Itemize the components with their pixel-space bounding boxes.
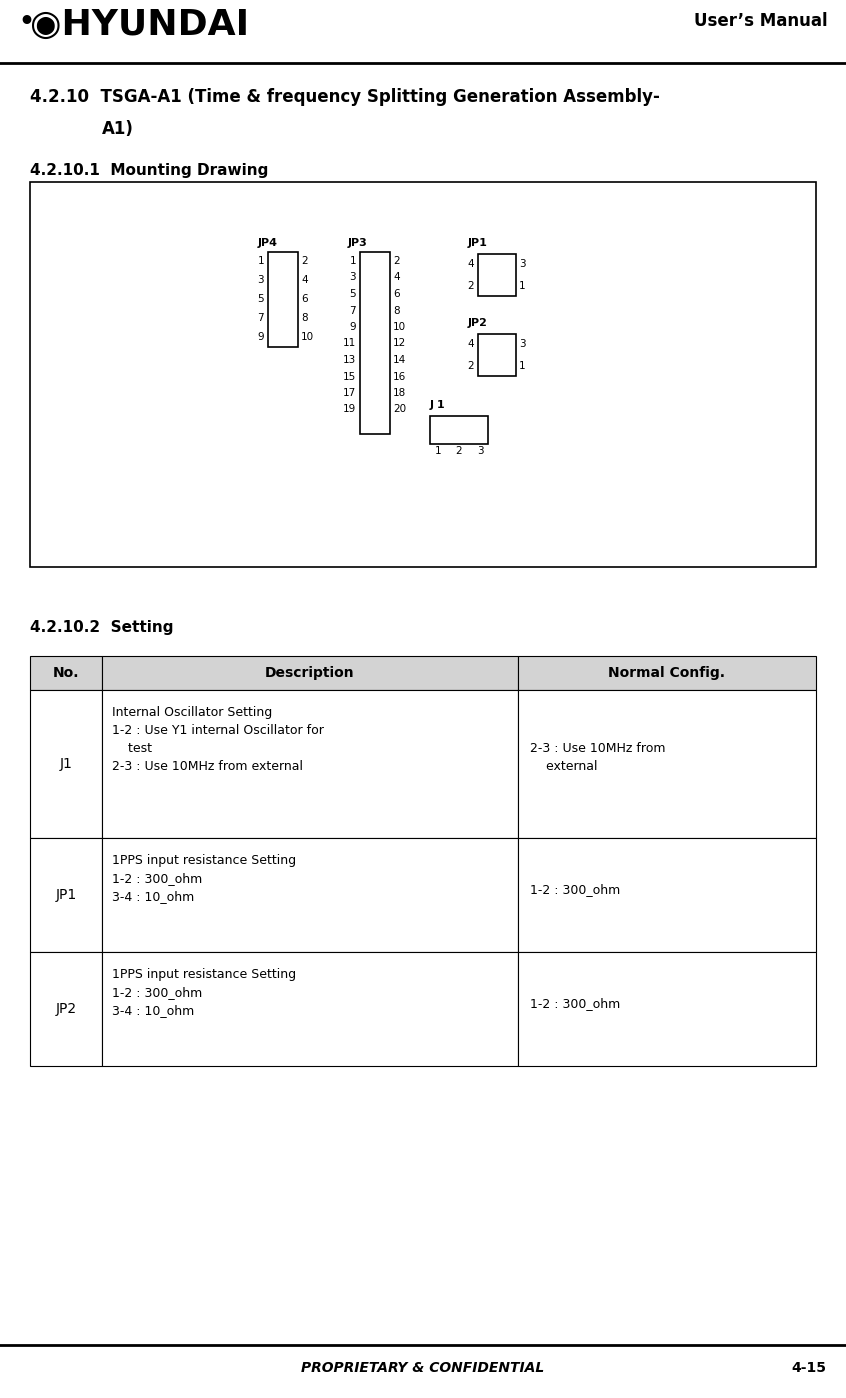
Text: 6: 6 (393, 289, 399, 299)
Text: 2: 2 (393, 256, 399, 266)
Text: JP2: JP2 (468, 317, 488, 329)
Bar (360, 252, 390, 433)
Text: 5: 5 (257, 294, 264, 303)
Text: 4.2.10  TSGA-A1 (Time & frequency Splitting Generation Assembly-: 4.2.10 TSGA-A1 (Time & frequency Splitti… (30, 88, 660, 106)
Text: 2: 2 (467, 281, 474, 291)
Text: 8: 8 (301, 313, 308, 323)
Bar (102, 656, 518, 691)
Bar (518, 952, 816, 1067)
Text: 10: 10 (393, 322, 406, 331)
Text: 4-15: 4-15 (791, 1362, 826, 1376)
Text: Normal Config.: Normal Config. (608, 665, 726, 679)
Text: 2: 2 (301, 256, 308, 266)
Text: 8: 8 (393, 306, 399, 316)
Text: test: test (112, 742, 152, 755)
Text: 13: 13 (343, 355, 356, 365)
Text: 3: 3 (519, 338, 525, 350)
Text: 3: 3 (257, 275, 264, 285)
Text: 4: 4 (301, 275, 308, 285)
Text: 3: 3 (519, 259, 525, 268)
Text: 7: 7 (257, 313, 264, 323)
Text: 1-2 : Use Y1 internal Oscillator for: 1-2 : Use Y1 internal Oscillator for (112, 724, 324, 737)
Bar (30, 656, 102, 691)
Bar (30, 182, 816, 568)
Text: 7: 7 (349, 306, 356, 316)
Text: 5: 5 (349, 289, 356, 299)
Text: JP1: JP1 (468, 238, 488, 247)
Text: A1): A1) (102, 120, 134, 138)
Text: 3-4 : 10_ohm: 3-4 : 10_ohm (112, 891, 195, 903)
Text: 17: 17 (343, 389, 356, 398)
Text: 4.2.10.2  Setting: 4.2.10.2 Setting (30, 619, 173, 635)
Text: 9: 9 (257, 331, 264, 343)
Text: 1: 1 (257, 256, 264, 266)
Bar (102, 691, 518, 837)
Text: 20: 20 (393, 404, 406, 414)
Bar (430, 417, 488, 445)
Text: 2: 2 (456, 446, 462, 456)
Text: 1-2 : 300_ohm: 1-2 : 300_ohm (112, 872, 202, 885)
Text: 16: 16 (393, 372, 406, 382)
Text: •: • (18, 10, 34, 34)
Text: 10: 10 (301, 331, 314, 343)
Bar (518, 691, 816, 837)
Text: 12: 12 (393, 338, 406, 348)
Text: 18: 18 (393, 389, 406, 398)
Text: 1: 1 (435, 446, 442, 456)
Text: JP2: JP2 (56, 1002, 76, 1016)
Text: 2: 2 (467, 361, 474, 370)
Text: 1PPS input resistance Setting: 1PPS input resistance Setting (112, 967, 296, 981)
Text: 1: 1 (519, 281, 525, 291)
Text: JP3: JP3 (348, 238, 368, 247)
Text: 1PPS input resistance Setting: 1PPS input resistance Setting (112, 854, 296, 867)
Text: J 1: J 1 (430, 400, 446, 410)
Text: 9: 9 (349, 322, 356, 331)
Text: 3: 3 (476, 446, 483, 456)
Bar (30, 691, 102, 837)
Text: 4: 4 (467, 338, 474, 350)
Bar (478, 254, 516, 296)
Bar (478, 334, 516, 376)
Text: 4: 4 (393, 273, 399, 282)
Text: Internal Oscillator Setting: Internal Oscillator Setting (112, 706, 272, 719)
Text: 15: 15 (343, 372, 356, 382)
Text: JP4: JP4 (258, 238, 278, 247)
Bar (518, 837, 816, 952)
Text: User’s Manual: User’s Manual (695, 13, 828, 29)
Bar (268, 252, 298, 347)
Text: 1: 1 (349, 256, 356, 266)
Text: 4.2.10.1  Mounting Drawing: 4.2.10.1 Mounting Drawing (30, 164, 268, 178)
Text: 3: 3 (349, 273, 356, 282)
Text: 3-4 : 10_ohm: 3-4 : 10_ohm (112, 1004, 195, 1016)
Text: 1: 1 (519, 361, 525, 370)
Text: J1: J1 (59, 756, 73, 772)
Text: 1-2 : 300_ohm: 1-2 : 300_ohm (530, 997, 620, 1009)
Text: 4: 4 (467, 259, 474, 268)
Text: external: external (530, 761, 597, 773)
Text: 2-3 : Use 10MHz from external: 2-3 : Use 10MHz from external (112, 761, 303, 773)
Bar (102, 837, 518, 952)
Text: JP1: JP1 (55, 888, 77, 902)
Text: 1-2 : 300_ohm: 1-2 : 300_ohm (112, 986, 202, 1000)
Text: 2-3 : Use 10MHz from: 2-3 : Use 10MHz from (530, 742, 666, 755)
Bar (30, 952, 102, 1067)
Bar (518, 656, 816, 691)
Text: PROPRIETARY & CONFIDENTIAL: PROPRIETARY & CONFIDENTIAL (301, 1362, 545, 1376)
Bar (102, 952, 518, 1067)
Text: 11: 11 (343, 338, 356, 348)
Text: 6: 6 (301, 294, 308, 303)
Text: 14: 14 (393, 355, 406, 365)
Text: 19: 19 (343, 404, 356, 414)
Text: Description: Description (265, 665, 354, 679)
Text: No.: No. (52, 665, 80, 679)
Text: 1-2 : 300_ohm: 1-2 : 300_ohm (530, 884, 620, 896)
Text: ◉HYUNDAI: ◉HYUNDAI (30, 8, 249, 42)
Bar (30, 837, 102, 952)
